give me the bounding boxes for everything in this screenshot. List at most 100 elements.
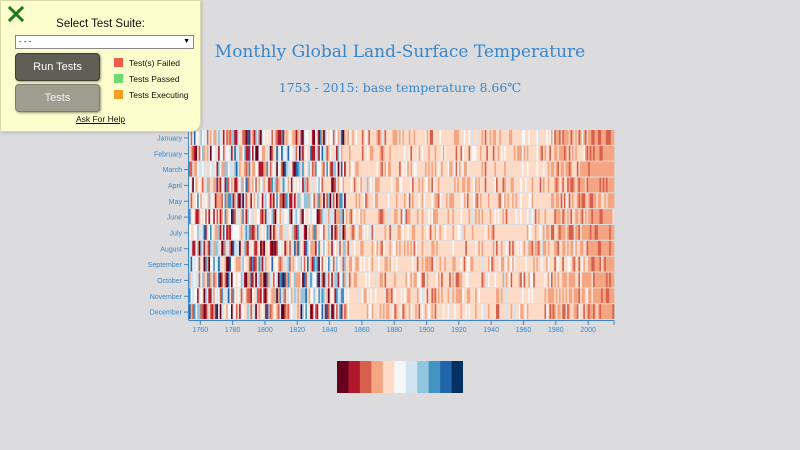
heatmap-cell <box>567 161 570 177</box>
heatmap-cell <box>210 240 212 256</box>
heatmap-cell <box>508 288 511 304</box>
heatmap-cell <box>271 225 274 240</box>
heatmap-cell <box>219 225 222 240</box>
heatmap-cell <box>610 225 613 240</box>
heatmap-cell <box>538 240 540 256</box>
heatmap-cell <box>266 193 269 209</box>
heatmap-cell <box>260 145 263 161</box>
heatmap-cell <box>434 177 437 193</box>
heatmap-cell <box>478 304 481 319</box>
heatmap-cell <box>386 304 389 319</box>
heatmap-cell <box>412 177 414 193</box>
heatmap-cell <box>279 161 282 177</box>
run-tests-button[interactable]: Run Tests <box>15 53 100 81</box>
test-suite-select[interactable]: - - - ▼ <box>15 35 194 49</box>
heatmap-cell <box>416 225 419 240</box>
heatmap-cell <box>242 193 245 209</box>
heatmap-cell <box>319 209 322 224</box>
heatmap-cell <box>195 130 198 145</box>
heatmap-cell <box>408 161 411 177</box>
heatmap-cell <box>497 288 500 304</box>
heatmap-cell <box>295 193 298 209</box>
color-legend <box>337 361 463 393</box>
heatmap-cell <box>313 272 316 288</box>
heatmap-cell <box>327 240 330 256</box>
status-passed: Tests Passed <box>114 74 180 84</box>
heatmap-cell <box>198 193 201 209</box>
heatmap-cell <box>602 304 605 319</box>
heatmap-cell <box>243 177 246 193</box>
heatmap-cell <box>373 161 376 177</box>
heatmap-cell <box>588 193 591 209</box>
heatmap-cell <box>531 288 534 304</box>
heatmap-cell <box>264 193 267 209</box>
heatmap-cell <box>252 161 254 177</box>
heatmap-cell <box>242 209 245 224</box>
heatmap-cell <box>554 193 557 209</box>
heatmap-cell <box>201 225 204 240</box>
x-tick-label: 1960 <box>516 327 532 334</box>
heatmap-cell <box>444 288 447 304</box>
heatmap-cell <box>444 130 447 145</box>
tests-button[interactable]: Tests <box>15 84 100 112</box>
heatmap-cell <box>439 130 442 145</box>
heatmap-cell <box>247 272 250 288</box>
heatmap-cell <box>232 130 235 145</box>
heatmap-cell <box>436 130 439 145</box>
heatmap-cell <box>609 209 612 224</box>
heatmap-cell <box>576 240 579 256</box>
heatmap-cell <box>213 209 216 224</box>
heatmap-cell <box>489 256 492 272</box>
heatmap-cell <box>331 130 334 145</box>
heatmap-cell <box>531 304 534 319</box>
heatmap-cell <box>499 177 502 193</box>
heatmap-cell <box>479 256 482 272</box>
heatmap-cell <box>255 304 258 319</box>
heatmap-cell <box>591 209 594 224</box>
heatmap-cell <box>547 177 550 193</box>
heatmap-cell <box>384 240 387 256</box>
heatmap-cell <box>277 288 280 304</box>
heatmap-cell <box>386 130 389 145</box>
heatmap-cell <box>475 304 477 319</box>
heatmap-cell <box>355 161 358 177</box>
heatmap-cell <box>454 272 456 288</box>
heatmap-cell <box>258 256 261 272</box>
heatmap-cell <box>195 161 198 177</box>
heatmap-cell <box>510 240 513 256</box>
heatmap-cell <box>510 130 513 145</box>
heatmap-cell <box>444 193 447 209</box>
heatmap-cell <box>434 161 437 177</box>
heatmap-cell <box>326 130 329 145</box>
heatmap-cell <box>332 288 335 304</box>
heatmap-cell <box>234 225 237 240</box>
heatmap-cell <box>584 193 587 209</box>
heatmap-cell <box>232 304 235 319</box>
heatmap-cell <box>405 240 408 256</box>
heatmap-cell <box>300 225 303 240</box>
heatmap-cell <box>336 304 338 319</box>
heatmap-cell <box>497 272 500 288</box>
heatmap-cell <box>324 304 327 319</box>
ask-for-help-link[interactable]: Ask For Help <box>75 114 126 124</box>
heatmap-cell <box>389 130 392 145</box>
heatmap-cell <box>468 256 471 272</box>
heatmap-cell <box>523 161 526 177</box>
heatmap-cell <box>531 225 534 240</box>
heatmap-cell <box>492 209 495 224</box>
close-icon[interactable] <box>8 6 24 22</box>
heatmap-cell <box>218 256 221 272</box>
heatmap-cell <box>484 177 487 193</box>
heatmap-cell <box>279 272 282 288</box>
heatmap-cell <box>282 272 285 288</box>
heatmap-cell <box>229 288 232 304</box>
heatmap-cell <box>205 130 208 145</box>
heatmap-cell <box>542 256 545 272</box>
heatmap-cell <box>416 240 419 256</box>
heatmap-cell <box>476 225 479 240</box>
heatmap-cell <box>429 256 432 272</box>
heatmap-cell <box>350 145 353 161</box>
heatmap-cell <box>526 256 529 272</box>
heatmap-cell <box>479 225 482 240</box>
legend-swatch <box>371 361 384 393</box>
